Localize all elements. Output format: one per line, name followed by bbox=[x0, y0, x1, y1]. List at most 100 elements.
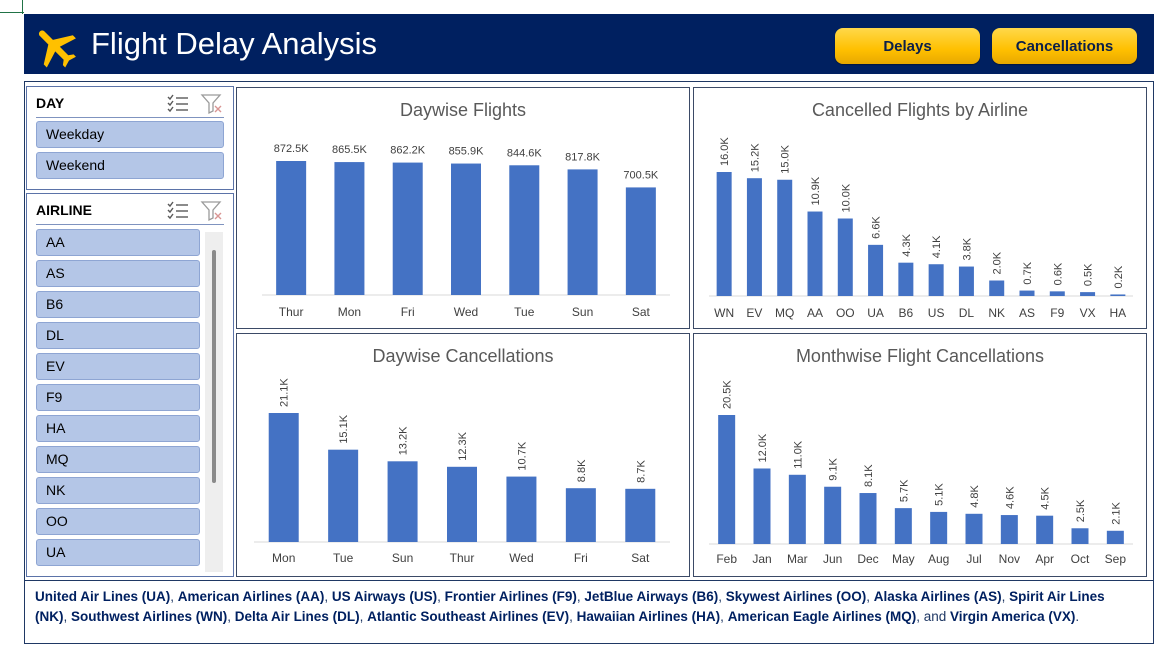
data-label: 20.5K bbox=[722, 380, 734, 409]
bar-ua bbox=[868, 244, 884, 296]
legend-separator: , bbox=[866, 589, 874, 604]
legend-separator: . bbox=[1075, 609, 1080, 624]
data-label: 817.8K bbox=[565, 151, 601, 163]
data-label: 5.7K bbox=[898, 479, 910, 502]
bar-mar bbox=[788, 474, 806, 544]
airline-legend-entry: Skywest Airlines (OO) bbox=[725, 589, 867, 604]
chart-title: Monthwise Flight Cancellations bbox=[795, 346, 1045, 366]
slicer-item-ha[interactable]: HA bbox=[36, 415, 200, 442]
bar-wn bbox=[716, 172, 732, 296]
slicer-item-weekend[interactable]: Weekend bbox=[36, 152, 224, 179]
bar-ha bbox=[1110, 294, 1126, 296]
day-slicer: DAY Weekday Weekend bbox=[26, 86, 234, 190]
data-label: 15.2K bbox=[749, 143, 761, 172]
category-label: Tue bbox=[333, 551, 354, 565]
daywise-flights-chart: Daywise Flights 872.5K Thur 865.5K Mon 862.2… bbox=[236, 87, 690, 329]
slicer-item-mq[interactable]: MQ bbox=[36, 446, 200, 473]
slicer-item-oo[interactable]: OO bbox=[36, 508, 200, 535]
slicer-item-ev[interactable]: EV bbox=[36, 353, 200, 380]
bar-vx bbox=[1080, 292, 1096, 296]
airline-legend-entry: Frontier Airlines (F9) bbox=[444, 589, 577, 604]
bar-wed bbox=[451, 163, 481, 295]
airline-legend-text: United Air Lines (UA), American Airlines… bbox=[35, 587, 1140, 627]
slicer-item-as[interactable]: AS bbox=[36, 260, 200, 287]
multi-select-icon[interactable] bbox=[166, 200, 190, 222]
delays-button[interactable]: Delays bbox=[835, 28, 980, 64]
airline-legend-entry: Atlantic Southeast Airlines (EV) bbox=[367, 609, 570, 624]
slicer-item-f9[interactable]: F9 bbox=[36, 384, 200, 411]
airline-legend-entry: United Air Lines (UA) bbox=[35, 589, 171, 604]
cancellations-button[interactable]: Cancellations bbox=[992, 28, 1137, 64]
bar-aa bbox=[807, 211, 823, 296]
slicer-item-aa[interactable]: AA bbox=[36, 229, 200, 256]
legend-separator: , bbox=[576, 589, 585, 604]
bar-jan bbox=[753, 468, 771, 544]
monthwise-cancellations-chart: Monthwise Flight Cancellations 20.5K Feb 1… bbox=[693, 333, 1147, 577]
category-label: NK bbox=[988, 306, 1005, 320]
bar-fri bbox=[565, 488, 596, 542]
clear-filter-icon[interactable] bbox=[200, 93, 224, 115]
slicer-item-weekday[interactable]: Weekday bbox=[36, 121, 224, 148]
data-label: 8.8K bbox=[576, 459, 588, 482]
airline-legend-entry: Delta Air Lines (DL) bbox=[234, 609, 360, 624]
category-label: Fri bbox=[574, 551, 588, 565]
legend-separator: , bbox=[359, 609, 368, 624]
category-label: US bbox=[928, 306, 945, 320]
bar-mq bbox=[777, 179, 793, 296]
bar-jul bbox=[965, 513, 983, 544]
header-banner: Flight Delay Analysis Delays Cancellatio… bbox=[24, 14, 1154, 74]
chart-title: Cancelled Flights by Airline bbox=[811, 100, 1029, 120]
bar-fri bbox=[392, 162, 423, 295]
bar-feb bbox=[718, 415, 736, 544]
slicer-item-ua[interactable]: UA bbox=[36, 539, 200, 566]
data-label: 11.0K bbox=[792, 440, 804, 469]
clear-filter-icon[interactable] bbox=[200, 200, 224, 222]
legend-separator: , bbox=[437, 589, 445, 604]
airline-slicer: AIRLINE AA AS B6 DL EV F9 HA MQ NK OO UA bbox=[26, 193, 234, 577]
category-label: Tue bbox=[514, 305, 535, 319]
slicer-item-b6[interactable]: B6 bbox=[36, 291, 200, 318]
data-label: 10.0K bbox=[840, 183, 852, 212]
category-label: MQ bbox=[775, 306, 794, 320]
bar-f9 bbox=[1049, 291, 1065, 296]
category-label: Jan bbox=[752, 552, 771, 566]
scrollbar-thumb[interactable] bbox=[212, 250, 216, 483]
data-label: 12.3K bbox=[457, 431, 469, 460]
category-label: VX bbox=[1080, 306, 1096, 320]
data-label: 2.1K bbox=[1110, 501, 1122, 524]
airline-legend-entry: Alaska Airlines (AS) bbox=[873, 589, 1002, 604]
legend-separator: , bbox=[718, 589, 726, 604]
bar-as bbox=[1019, 290, 1035, 296]
category-label: Apr bbox=[1035, 552, 1054, 566]
airline-legend-entry: US Airways (US) bbox=[331, 589, 438, 604]
category-label: Oct bbox=[1071, 552, 1090, 566]
data-label: 0.6K bbox=[1052, 262, 1064, 285]
slicer-item-dl[interactable]: DL bbox=[36, 322, 200, 349]
category-label: DL bbox=[959, 306, 975, 320]
data-label: 13.2K bbox=[398, 426, 410, 455]
legend-separator: , bbox=[569, 609, 577, 624]
bar-ev bbox=[746, 178, 762, 296]
bar-nov bbox=[1000, 515, 1018, 544]
bar-chart-plot: 21.1K Mon 15.1K Tue 13.2K Sun 12.3K Thur 10.7K We… bbox=[254, 378, 670, 565]
category-label: AS bbox=[1019, 306, 1035, 320]
category-label: OO bbox=[836, 306, 855, 320]
data-label: 10.9K bbox=[810, 176, 822, 205]
data-label: 872.5K bbox=[274, 143, 310, 155]
slicer-item-nk[interactable]: NK bbox=[36, 477, 200, 504]
data-label: 4.6K bbox=[1004, 486, 1016, 509]
bar-aug bbox=[930, 511, 948, 544]
bar-sat bbox=[625, 187, 656, 295]
airline-legend-entry: JetBlue Airways (B6) bbox=[584, 589, 719, 604]
legend-separator: , bbox=[227, 609, 235, 624]
legend-separator: , bbox=[63, 609, 72, 624]
bar-tue bbox=[328, 449, 359, 542]
data-label: 0.7K bbox=[1022, 261, 1034, 284]
bar-jun bbox=[824, 486, 842, 544]
airline-legend-entry: Spirit Air Lines (NK) bbox=[35, 589, 1105, 624]
airline-scrollbar[interactable] bbox=[205, 232, 223, 572]
multi-select-icon[interactable] bbox=[166, 93, 190, 115]
cell-cursor-mark bbox=[0, 0, 26, 14]
category-label: Aug bbox=[928, 552, 949, 566]
data-label: 4.5K bbox=[1040, 486, 1052, 509]
